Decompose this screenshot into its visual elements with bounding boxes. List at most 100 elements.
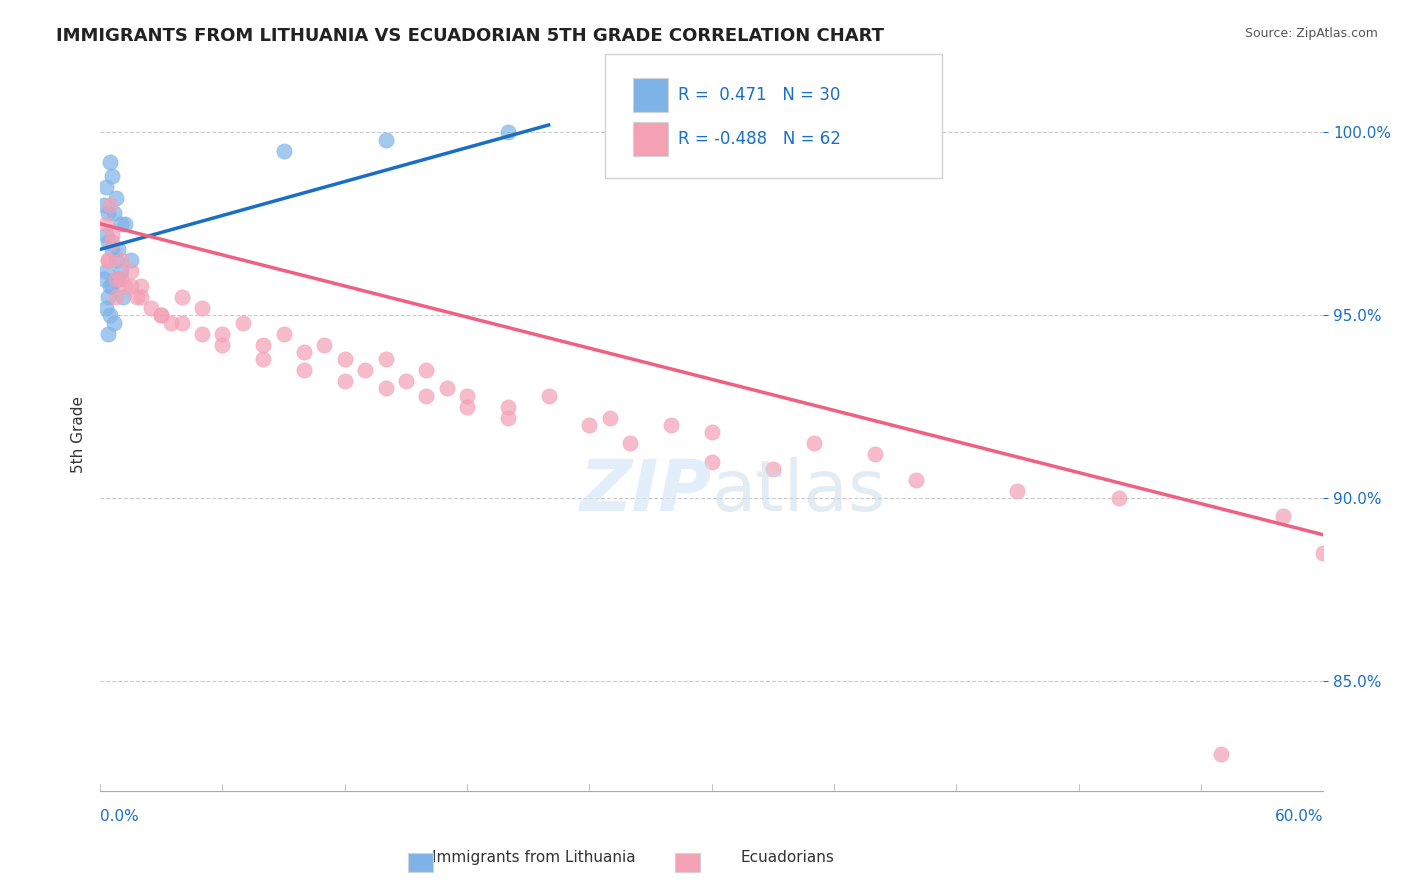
Point <box>374 133 396 147</box>
Point <box>292 363 315 377</box>
Point <box>97 290 120 304</box>
Point <box>700 425 723 440</box>
Point <box>333 374 356 388</box>
Point <box>98 154 121 169</box>
Point <box>700 454 723 468</box>
Text: Ecuadorians: Ecuadorians <box>741 850 834 865</box>
Point <box>101 169 124 184</box>
Point <box>105 253 128 268</box>
Point <box>333 352 356 367</box>
Point <box>252 352 274 367</box>
Text: R =  0.471   N = 30: R = 0.471 N = 30 <box>678 86 839 103</box>
Point <box>110 217 132 231</box>
Point <box>1211 747 1233 762</box>
Point <box>578 417 600 432</box>
Point <box>273 326 295 341</box>
Point <box>98 308 121 322</box>
Point <box>107 243 129 257</box>
Text: 0.0%: 0.0% <box>100 809 139 824</box>
Point <box>496 400 519 414</box>
Point <box>415 363 437 377</box>
Point <box>120 264 142 278</box>
Point <box>96 180 118 194</box>
Point <box>96 301 118 315</box>
Point <box>93 271 115 285</box>
Point <box>191 326 214 341</box>
Point <box>537 389 560 403</box>
Point <box>103 316 125 330</box>
Point <box>96 227 118 242</box>
Text: 60.0%: 60.0% <box>1275 809 1323 824</box>
Point <box>273 144 295 158</box>
Point <box>436 381 458 395</box>
Point <box>395 374 418 388</box>
Point <box>105 271 128 285</box>
Point <box>98 279 121 293</box>
Point <box>101 279 124 293</box>
Point <box>415 389 437 403</box>
Point <box>1108 491 1130 505</box>
Point <box>111 290 134 304</box>
Point <box>97 206 120 220</box>
Text: ZIP: ZIP <box>579 457 711 525</box>
Point <box>120 253 142 268</box>
Point <box>292 344 315 359</box>
Point <box>211 337 233 351</box>
Point <box>354 363 377 377</box>
Point <box>120 279 142 293</box>
Point <box>101 243 124 257</box>
Point <box>114 279 136 293</box>
Point <box>456 389 478 403</box>
Point <box>1007 483 1029 498</box>
Point <box>97 253 120 268</box>
Point <box>456 400 478 414</box>
Point <box>599 410 621 425</box>
Point <box>139 301 162 315</box>
Point <box>191 301 214 315</box>
Point <box>252 337 274 351</box>
Point <box>170 290 193 304</box>
Point <box>97 326 120 341</box>
Point <box>863 447 886 461</box>
Point <box>125 290 148 304</box>
Point <box>101 227 124 242</box>
Text: Immigrants from Lithuania: Immigrants from Lithuania <box>433 850 636 865</box>
Text: IMMIGRANTS FROM LITHUANIA VS ECUADORIAN 5TH GRADE CORRELATION CHART: IMMIGRANTS FROM LITHUANIA VS ECUADORIAN … <box>56 27 884 45</box>
Text: atlas: atlas <box>711 457 886 525</box>
Point <box>496 125 519 139</box>
Point <box>1312 546 1334 560</box>
Point <box>110 271 132 285</box>
Point <box>101 235 124 249</box>
Point <box>97 253 120 268</box>
Point <box>110 264 132 278</box>
Point <box>96 264 118 278</box>
Point <box>374 352 396 367</box>
Point <box>103 206 125 220</box>
Point <box>904 473 927 487</box>
Point <box>211 326 233 341</box>
Point <box>96 217 118 231</box>
Point <box>107 271 129 285</box>
Point <box>98 198 121 212</box>
Point <box>762 462 785 476</box>
Point <box>110 253 132 268</box>
Point <box>105 290 128 304</box>
Point <box>170 316 193 330</box>
Point <box>97 235 120 249</box>
Point <box>129 290 152 304</box>
Point <box>619 436 641 450</box>
Text: R = -0.488   N = 62: R = -0.488 N = 62 <box>678 130 841 148</box>
Point <box>150 308 173 322</box>
Point <box>105 191 128 205</box>
Y-axis label: 5th Grade: 5th Grade <box>72 396 86 473</box>
Point <box>114 217 136 231</box>
Point <box>93 198 115 212</box>
Point <box>129 279 152 293</box>
Point <box>1271 509 1294 524</box>
Point <box>659 417 682 432</box>
Point <box>150 308 173 322</box>
Point <box>160 316 183 330</box>
Point <box>374 381 396 395</box>
Point <box>314 337 336 351</box>
Point <box>232 316 254 330</box>
